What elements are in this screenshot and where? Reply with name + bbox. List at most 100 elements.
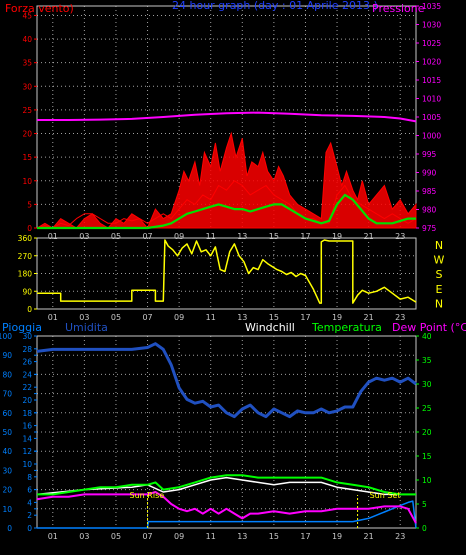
x-tick-label-05: 05 bbox=[111, 232, 121, 241]
x-tick-label-11: 11 bbox=[206, 232, 216, 241]
wind-left-tick-40: 40 bbox=[22, 35, 32, 44]
wind-pressure-panel: 01 03 05 07 09 11 13 15 17 19 21 230510152025303540… bbox=[5, 0, 441, 241]
x-tick-label-21: 21 bbox=[364, 532, 374, 541]
x-tick-label-17: 17 bbox=[300, 532, 310, 541]
pressure-right-tick-975: 975 bbox=[422, 224, 437, 233]
x-tick-label-07: 07 bbox=[142, 313, 152, 322]
humidity-left-tick-0: 0 bbox=[7, 524, 12, 533]
dir-left-tick-180: 180 bbox=[18, 270, 33, 279]
wind-left-tick-10: 10 bbox=[22, 177, 32, 186]
x-tick-label-01: 01 bbox=[48, 532, 58, 541]
x-tick-label-15: 15 bbox=[269, 532, 279, 541]
x-tick-label-01: 01 bbox=[48, 232, 58, 241]
sun-marker-label: Sun Set bbox=[370, 491, 401, 500]
humidity-left-tick-90: 90 bbox=[2, 351, 12, 360]
legend-pioggia: Pioggia bbox=[2, 321, 42, 334]
x-tick-label-17: 17 bbox=[300, 313, 310, 322]
pressure-right-tick-995: 995 bbox=[422, 150, 437, 159]
rain-left-tick-10: 10 bbox=[22, 460, 32, 469]
pressure-right-tick-1035: 1035 bbox=[422, 2, 441, 11]
legend-umidita: Umidita bbox=[65, 321, 108, 334]
temp-right-tick-25: 25 bbox=[422, 404, 432, 413]
x-tick-label-07: 07 bbox=[142, 232, 152, 241]
temp-right-tick-20: 20 bbox=[422, 428, 432, 437]
humidity-left-tick-30: 30 bbox=[2, 466, 12, 475]
x-tick-label-15: 15 bbox=[269, 313, 279, 322]
series-dewpoint bbox=[36, 491, 417, 524]
x-tick-label-05: 05 bbox=[111, 313, 121, 322]
rain-left-tick-24: 24 bbox=[22, 370, 32, 379]
humidity-left-tick-10: 10 bbox=[2, 505, 12, 514]
x-tick-label-09: 09 bbox=[174, 232, 184, 241]
series-avg_wind bbox=[37, 193, 416, 230]
x-tick-label-21: 21 bbox=[364, 232, 374, 241]
wind-panel-series bbox=[35, 111, 417, 230]
humidity-left-tick-100: 100 bbox=[0, 332, 12, 341]
rain-left-tick-12: 12 bbox=[22, 447, 32, 456]
direction-panel-grid bbox=[37, 238, 416, 309]
series-humidity bbox=[36, 342, 417, 419]
compass-label-e: E bbox=[436, 283, 443, 296]
rain-left-tick-18: 18 bbox=[22, 409, 32, 418]
compass-label-n: N bbox=[435, 297, 443, 310]
compass-label-s: S bbox=[436, 268, 443, 281]
x-tick-label-23: 23 bbox=[395, 313, 405, 322]
wind-panel-ticks: 01 03 05 07 09 11 13 15 17 19 21 230510152025303540… bbox=[22, 2, 441, 241]
x-tick-label-01: 01 bbox=[48, 313, 58, 322]
compass-label-w: W bbox=[434, 254, 445, 267]
chart-title: 24 hour graph (day : 01 Aprile 2013 ) bbox=[172, 0, 378, 12]
temp-right-tick-0: 0 bbox=[422, 524, 427, 533]
sun-marker-label: Sun Rise bbox=[130, 491, 165, 500]
pressure-right-tick-1010: 1010 bbox=[422, 95, 441, 104]
dir-left-tick-270: 270 bbox=[18, 252, 33, 261]
sun-annotations: Sun Rise Sun Set bbox=[130, 491, 401, 528]
x-tick-label-23: 23 bbox=[395, 532, 405, 541]
pressure-right-tick-1000: 1000 bbox=[422, 132, 441, 141]
humidity-left-tick-20: 20 bbox=[2, 486, 12, 495]
wind-left-tick-30: 30 bbox=[22, 82, 32, 91]
x-tick-label-21: 21 bbox=[364, 313, 374, 322]
dir-left-tick-360: 360 bbox=[18, 234, 33, 243]
series-wind_dir bbox=[37, 239, 417, 304]
x-tick-label-17: 17 bbox=[300, 232, 310, 241]
temp-right-tick-40: 40 bbox=[422, 332, 432, 341]
x-tick-label-11: 11 bbox=[206, 313, 216, 322]
wind-left-tick-5: 5 bbox=[27, 200, 32, 209]
x-tick-label-13: 13 bbox=[237, 313, 247, 322]
temperature-panel: 01 03 05 07 09 11 13 15 17 19 21 230102030405060708… bbox=[0, 321, 466, 541]
x-tick-label-03: 03 bbox=[79, 313, 89, 322]
rain-left-tick-20: 20 bbox=[22, 396, 32, 405]
wind-left-tick-45: 45 bbox=[22, 11, 32, 20]
compass-label-n: N bbox=[435, 239, 443, 252]
series-rain bbox=[37, 500, 417, 529]
series-temperature bbox=[37, 474, 416, 496]
x-tick-label-05: 05 bbox=[111, 532, 121, 541]
temperature-legend: Pioggia Umidita Windchill Temperatura Dew Po… bbox=[2, 321, 466, 334]
wind-left-tick-0: 0 bbox=[27, 224, 32, 233]
wind-left-tick-25: 25 bbox=[22, 106, 32, 115]
x-tick-label-09: 09 bbox=[174, 532, 184, 541]
temperature-panel-series bbox=[36, 342, 417, 529]
series-gust bbox=[35, 131, 417, 229]
x-tick-label-07: 07 bbox=[142, 532, 152, 541]
pressure-right-tick-990: 990 bbox=[422, 169, 437, 178]
pressure-right-tick-1025: 1025 bbox=[422, 39, 441, 48]
pressure-right-tick-1005: 1005 bbox=[422, 113, 441, 122]
rain-left-tick-22: 22 bbox=[22, 383, 32, 392]
x-tick-label-13: 13 bbox=[237, 532, 247, 541]
pressure-right-tick-1030: 1030 bbox=[422, 21, 441, 30]
series-pressure bbox=[37, 111, 417, 123]
rain-left-tick-28: 28 bbox=[22, 345, 32, 354]
temperature-panel-grid bbox=[37, 336, 416, 528]
legend-dew: Dew Point (°C) bbox=[392, 321, 466, 334]
rain-left-tick-0: 0 bbox=[27, 524, 32, 533]
pressure-right-tick-1015: 1015 bbox=[422, 76, 441, 85]
wind-left-tick-35: 35 bbox=[22, 59, 32, 68]
pressure-right-tick-1020: 1020 bbox=[422, 58, 441, 67]
temperature-panel-ticks: 01 03 05 07 09 11 13 15 17 19 21 230102030405060708… bbox=[0, 332, 432, 541]
rain-left-tick-2: 2 bbox=[27, 511, 32, 520]
